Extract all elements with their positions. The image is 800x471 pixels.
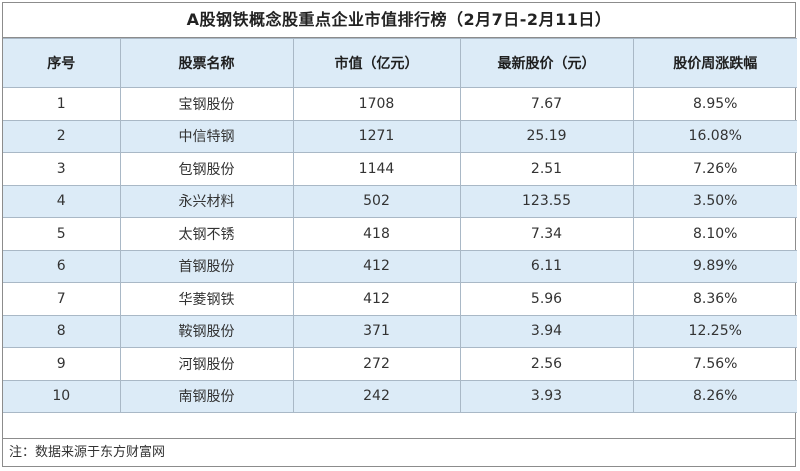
table-row: 4 永兴材料 502 123.55 3.50%	[3, 184, 797, 218]
cell-rank: 3	[3, 152, 121, 186]
cell-weekly-change: 8.36%	[632, 282, 797, 316]
header-rank: 序号	[3, 38, 121, 88]
cell-market-cap: 242	[292, 379, 461, 413]
cell-weekly-change: 7.56%	[632, 347, 797, 381]
table-row: 8 鞍钢股份 371 3.94 12.25%	[3, 314, 797, 348]
cell-latest-price: 123.55	[459, 184, 634, 218]
cell-stock-name: 中信特钢	[119, 119, 294, 153]
cell-rank: 8	[3, 314, 121, 348]
cell-rank: 2	[3, 119, 121, 153]
cell-rank: 10	[3, 379, 121, 413]
table-row: 3 包钢股份 1144 2.51 7.26%	[3, 152, 797, 186]
cell-latest-price: 2.51	[459, 152, 634, 186]
cell-rank: 7	[3, 282, 121, 316]
cell-weekly-change: 9.89%	[632, 249, 797, 283]
cell-weekly-change: 16.08%	[632, 119, 797, 153]
cell-stock-name: 河钢股份	[119, 347, 294, 381]
cell-market-cap: 1271	[292, 119, 461, 153]
cell-latest-price: 7.67	[459, 87, 634, 121]
cell-rank: 9	[3, 347, 121, 381]
cell-stock-name: 宝钢股份	[119, 87, 294, 121]
cell-market-cap: 272	[292, 347, 461, 381]
table-row: 1 宝钢股份 1708 7.67 8.95%	[3, 87, 797, 121]
table-row: 5 太钢不锈 418 7.34 8.10%	[3, 217, 797, 251]
source-note: 注：数据来源于东方财富网	[3, 438, 795, 466]
table-header-row: 序号 股票名称 市值（亿元） 最新股价（元） 股价周涨跌幅	[3, 38, 797, 88]
cell-stock-name: 鞍钢股份	[119, 314, 294, 348]
cell-stock-name: 太钢不锈	[119, 217, 294, 251]
table-row: 2 中信特钢 1271 25.19 16.08%	[3, 119, 797, 153]
cell-stock-name: 首钢股份	[119, 249, 294, 283]
cell-rank: 6	[3, 249, 121, 283]
cell-market-cap: 412	[292, 249, 461, 283]
cell-market-cap: 1144	[292, 152, 461, 186]
cell-latest-price: 3.94	[459, 314, 634, 348]
table-row: 6 首钢股份 412 6.11 9.89%	[3, 249, 797, 283]
cell-weekly-change: 3.50%	[632, 184, 797, 218]
cell-market-cap: 412	[292, 282, 461, 316]
header-market-cap: 市值（亿元）	[292, 38, 461, 88]
cell-market-cap: 371	[292, 314, 461, 348]
header-stock-name: 股票名称	[119, 38, 294, 88]
cell-latest-price: 25.19	[459, 119, 634, 153]
cell-stock-name: 永兴材料	[119, 184, 294, 218]
cell-stock-name: 华菱钢铁	[119, 282, 294, 316]
cell-stock-name: 包钢股份	[119, 152, 294, 186]
cell-latest-price: 3.93	[459, 379, 634, 413]
cell-rank: 5	[3, 217, 121, 251]
cell-weekly-change: 8.10%	[632, 217, 797, 251]
cell-latest-price: 5.96	[459, 282, 634, 316]
cell-rank: 4	[3, 184, 121, 218]
cell-rank: 1	[3, 87, 121, 121]
cell-weekly-change: 8.26%	[632, 379, 797, 413]
cell-weekly-change: 12.25%	[632, 314, 797, 348]
table-title: A股钢铁概念股重点企业市值排行榜（2月7日-2月11日）	[3, 3, 795, 38]
header-latest-price: 最新股价（元）	[459, 38, 634, 88]
ranking-table: 序号 股票名称 市值（亿元） 最新股价（元） 股价周涨跌幅 1 宝钢股份 170…	[3, 38, 797, 413]
table-row: 7 华菱钢铁 412 5.96 8.36%	[3, 282, 797, 316]
table-row: 9 河钢股份 272 2.56 7.56%	[3, 347, 797, 381]
cell-stock-name: 南钢股份	[119, 379, 294, 413]
cell-weekly-change: 8.95%	[632, 87, 797, 121]
cell-latest-price: 6.11	[459, 249, 634, 283]
cell-market-cap: 502	[292, 184, 461, 218]
cell-market-cap: 1708	[292, 87, 461, 121]
cell-market-cap: 418	[292, 217, 461, 251]
cell-latest-price: 2.56	[459, 347, 634, 381]
header-weekly-change: 股价周涨跌幅	[632, 38, 797, 88]
table-row: 10 南钢股份 242 3.93 8.26%	[3, 379, 797, 413]
cell-weekly-change: 7.26%	[632, 152, 797, 186]
cell-latest-price: 7.34	[459, 217, 634, 251]
